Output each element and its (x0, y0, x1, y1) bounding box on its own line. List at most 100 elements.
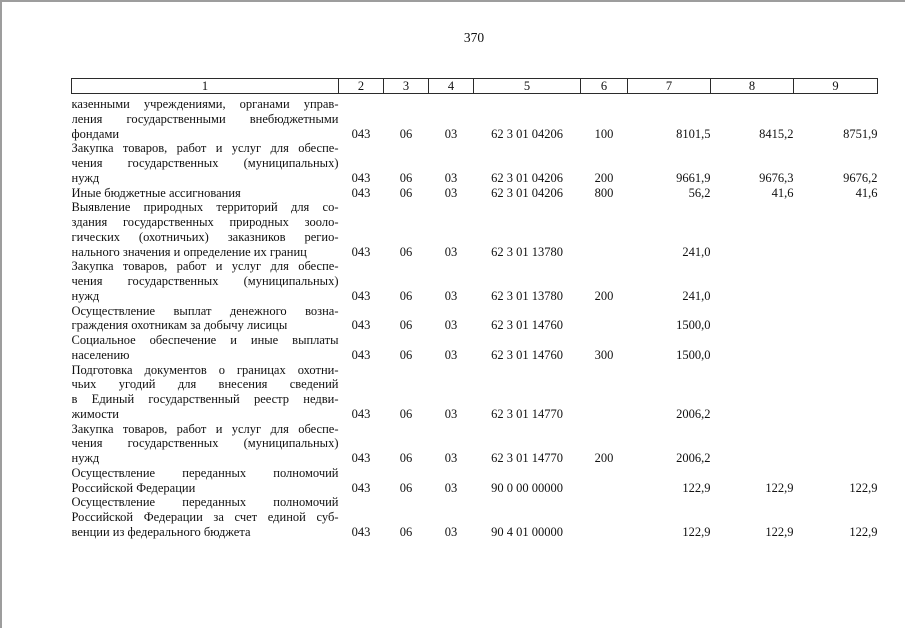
budget-table: 1 2 3 4 5 6 7 8 9 казенными учреждениями… (71, 78, 878, 540)
table-cell: 241,0 (682, 288, 711, 303)
table-cell: 03 (444, 288, 458, 303)
table-cell: 06 (399, 185, 413, 200)
row-name-line: чения государственных (муниципальных) (71, 436, 339, 451)
row-name-line: чения государственных (муниципальных) (71, 156, 339, 170)
table-cell: 03 (444, 170, 458, 185)
row-name-line: в Единый государственный реестр недви- (71, 392, 339, 406)
table-cell: 8415,2 (759, 126, 794, 141)
table-cell: 90 0 00 00000 (491, 480, 563, 495)
column-header: 5 (473, 78, 581, 94)
table-cell: 043 (351, 347, 371, 362)
table-cell: 8751,9 (843, 126, 878, 141)
row-name-line: Осуществление переданных полномочий (71, 465, 339, 480)
table-cell: 2006,2 (676, 451, 711, 465)
table-cell (711, 259, 794, 303)
table-cell: 03 (444, 451, 458, 465)
table-row: Закупка товаров, работ и услуг для обесп… (72, 141, 878, 185)
column-header: 3 (383, 78, 429, 94)
table-cell: 122,9 (765, 524, 794, 539)
page-left-edge (0, 0, 2, 628)
table-cell: 1500,0 (676, 347, 711, 362)
row-name-line: Осуществление выплат денежного возна- (71, 303, 339, 318)
table-row: Осуществление переданных полномочий Росс… (72, 466, 878, 496)
table-cell: 41,6 (855, 185, 878, 200)
table-cell: 06 (399, 318, 413, 333)
row-name-line: Подготовка документов о границах охотни- (71, 362, 339, 377)
row-name-line: казенными учреждениями, органами управ- (71, 97, 339, 111)
page-number: 370 (463, 30, 485, 45)
table-cell: 043 (351, 318, 371, 333)
table-cell: 03 (444, 244, 458, 259)
table-row: казенными учреждениями, органами управ- … (72, 94, 878, 142)
row-name-line: нального значения и определение их грани… (71, 244, 307, 259)
table-row: Выявление природных территорий для со- з… (72, 200, 878, 259)
table-cell (794, 200, 878, 259)
table-row: Подготовка документов о границах охотни-… (72, 363, 878, 422)
row-name-line: Закупка товаров, работ и услуг для обесп… (71, 259, 339, 274)
table-cell: 62 3 01 04206 (491, 170, 563, 185)
table-cell: 06 (399, 288, 413, 303)
table-row: Осуществление выплат денежного возна- гр… (72, 304, 878, 334)
table-cell: 241,0 (682, 244, 711, 259)
table-cell: 03 (444, 524, 458, 539)
row-name-line: Осуществление переданных полномочий (71, 495, 339, 510)
row-name-cell: Иные бюджетные ассигнования (72, 186, 339, 201)
table-cell: 06 (399, 451, 413, 465)
table-cell (794, 304, 878, 334)
table-cell: 03 (444, 347, 458, 362)
table-cell: 03 (444, 318, 458, 333)
table-cell: 62 3 01 14770 (491, 451, 563, 465)
table-cell (581, 495, 628, 539)
row-name-line: ления государственными внебюджетными (71, 111, 339, 126)
table-cell: 043 (351, 480, 371, 495)
table-cell: 200 (594, 170, 614, 185)
row-name-line: жимости (71, 406, 120, 421)
table-cell: 06 (399, 170, 413, 185)
table-cell: 043 (351, 406, 371, 421)
row-name-line: Социальное обеспечение и иные выплаты (71, 333, 339, 347)
row-name-line: чьих угодий для внесения сведений (71, 377, 339, 392)
table-cell: 56,2 (688, 185, 711, 200)
table-cell: 122,9 (849, 524, 878, 539)
table-cell (711, 200, 794, 259)
table-cell: 122,9 (765, 480, 794, 495)
row-name-line: нужд (71, 288, 100, 303)
table-cell: 03 (444, 185, 458, 200)
column-header: 4 (428, 78, 474, 94)
table-cell: 043 (351, 288, 371, 303)
table-cell: 06 (399, 406, 413, 421)
table-cell (711, 363, 794, 422)
table-row: Осуществление переданных полномочий Росс… (72, 495, 878, 539)
row-name-line: здания государственных природных зооло- (71, 215, 339, 229)
row-name-cell: Социальное обеспечение и иные выплаты на… (72, 333, 339, 363)
table-cell: 122,9 (849, 480, 878, 495)
table-row: Иные бюджетные ассигнования 043 06 03 62… (72, 186, 878, 201)
row-name-line: гических (охотничьих) заказников регио- (71, 229, 339, 244)
column-header: 6 (580, 78, 628, 94)
table-row: Закупка товаров, работ и услуг для обесп… (72, 422, 878, 466)
row-name-line: Закупка товаров, работ и услуг для обесп… (71, 421, 339, 436)
row-name-line: нужд (71, 170, 100, 185)
table-row: Социальное обеспечение и иные выплаты на… (72, 333, 878, 363)
table-cell: 06 (399, 524, 413, 539)
row-name-line: Выявление природных территорий для со- (71, 200, 339, 215)
table-cell: 800 (594, 185, 614, 200)
table-cell (711, 422, 794, 466)
row-name-cell: Осуществление переданных полномочий Росс… (72, 466, 339, 496)
table-cell (794, 333, 878, 363)
table-cell (794, 363, 878, 422)
table-cell (711, 304, 794, 334)
row-name-line: Иные бюджетные ассигнования (71, 185, 241, 200)
row-name-line: Закупка товаров, работ и услуг для обесп… (71, 141, 339, 156)
table-cell: 043 (351, 244, 371, 259)
table-cell: 2006,2 (676, 406, 711, 421)
table-cell (581, 200, 628, 259)
table-cell: 043 (351, 170, 371, 185)
row-name-line: чения государственных (муниципальных) (71, 274, 339, 288)
table-cell: 62 3 01 13780 (491, 288, 563, 303)
table-cell: 043 (351, 185, 371, 200)
table-cell: 62 3 01 14770 (491, 406, 563, 421)
row-name-line: граждения охотникам за добычу лисицы (71, 318, 288, 333)
row-name-cell: Закупка товаров, работ и услуг для обесп… (72, 141, 339, 185)
